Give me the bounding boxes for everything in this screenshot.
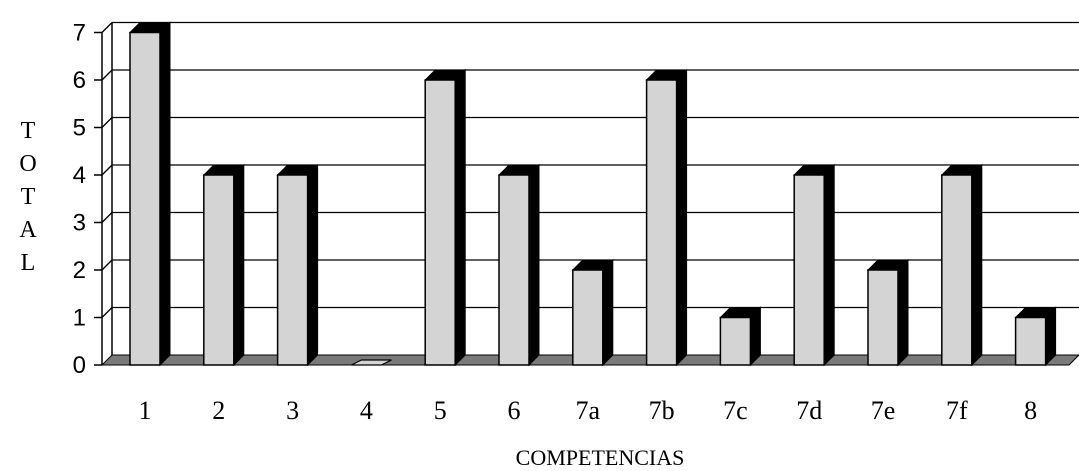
bar [719, 306, 762, 367]
bar-front [572, 269, 604, 366]
bar-front [719, 316, 752, 366]
gridline-depth [101, 164, 113, 176]
bar [940, 163, 984, 367]
bar-side [971, 163, 983, 367]
y-axis-title-letter: O [19, 151, 36, 177]
bar-front [1014, 316, 1047, 366]
bar-side [307, 163, 319, 367]
x-tick-label: 7b [649, 396, 675, 425]
bar-top [351, 359, 392, 366]
y-tick-label: 4 [73, 162, 86, 189]
bars [128, 21, 1057, 367]
bar-front [645, 79, 678, 366]
y-axis-title-letter: T [21, 118, 36, 144]
x-tick-label: 5 [434, 396, 447, 425]
bar [866, 258, 910, 367]
x-tick-labels: 1 2 3 4 5 6 7a 7b 7c 7d 7e 7f 8 [139, 396, 1038, 425]
x-axis-title: COMPETENCIAS [516, 445, 685, 470]
bar-side [602, 258, 614, 367]
bar-front [498, 174, 530, 366]
x-tick-label: 2 [212, 396, 225, 425]
x-tick-label: 8 [1024, 396, 1037, 425]
bar-side [454, 68, 466, 367]
bar [497, 163, 541, 367]
bar [128, 21, 172, 367]
gridline-depth [101, 22, 113, 33]
bar [351, 359, 392, 366]
y-axis-title-letter: T [21, 184, 36, 210]
bar-side [823, 163, 835, 367]
x-tick-label: 4 [360, 396, 373, 425]
bar [202, 163, 246, 367]
y-axis [94, 22, 113, 366]
y-tick-label: 3 [73, 210, 86, 237]
bar-side [676, 68, 688, 367]
x-tick-label: 3 [286, 396, 299, 425]
bar-front [276, 174, 309, 366]
y-tick-labels: 0 1 2 3 4 5 6 7 [73, 20, 86, 380]
x-tick-label: 7a [576, 396, 601, 425]
gridline-depth [101, 259, 113, 271]
bar-front [129, 31, 161, 366]
x-tick-label: 7d [796, 396, 822, 425]
bar-side [159, 21, 171, 367]
x-tick-label: 7c [723, 396, 748, 425]
y-tick-label: 2 [73, 257, 86, 284]
bar-front [867, 269, 899, 366]
gridline-depth [101, 307, 113, 318]
bar-side [897, 258, 909, 367]
y-tick-label: 6 [73, 67, 86, 94]
bar-front [203, 174, 235, 366]
bar [645, 68, 688, 367]
gridline-depth [101, 69, 113, 81]
gridline-depth [101, 117, 113, 128]
gridline-depth [101, 212, 113, 223]
bar [571, 258, 615, 367]
bar-side [528, 163, 540, 367]
y-tick-label: 1 [73, 305, 86, 332]
y-tick-label: 5 [73, 115, 86, 142]
bar [423, 68, 467, 367]
y-axis-title-letter: L [21, 250, 36, 276]
bar-front [424, 79, 456, 366]
y-tick-label: 0 [73, 352, 86, 379]
bar [792, 163, 836, 367]
bar [1014, 306, 1057, 367]
bar-side [233, 163, 245, 367]
bar-front [793, 174, 825, 366]
x-tick-label: 7e [871, 396, 896, 425]
x-tick-label: 1 [139, 396, 152, 425]
x-tick-label: 7f [946, 396, 968, 425]
y-tick-label: 7 [73, 20, 86, 47]
bar [276, 163, 319, 367]
y-axis-title-letter: A [19, 217, 37, 243]
x-tick-label: 6 [508, 396, 521, 425]
bar-front [941, 174, 973, 366]
